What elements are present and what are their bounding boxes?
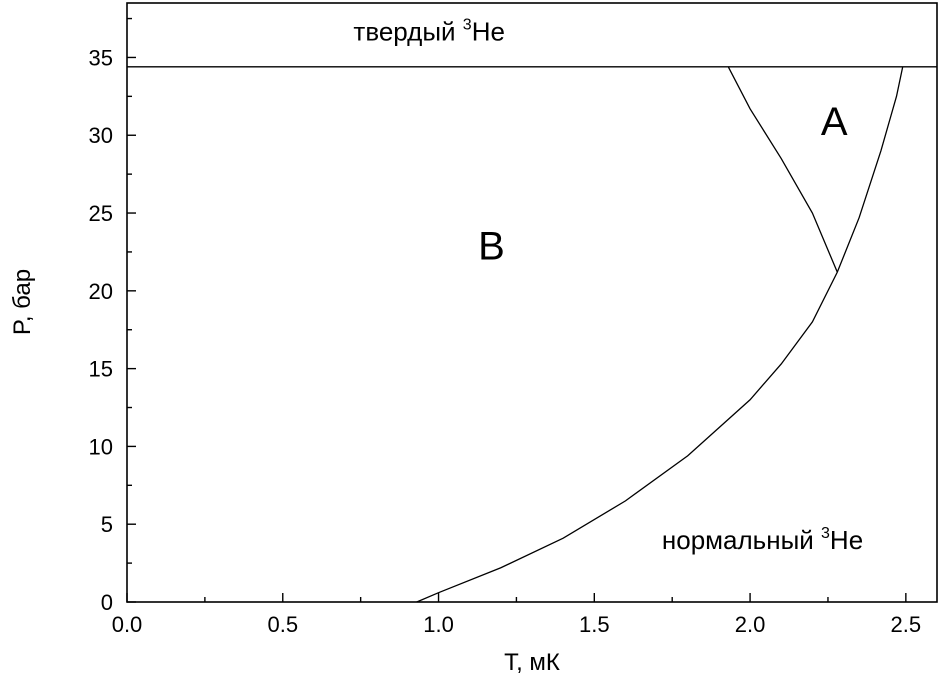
axis-ticks: 0.0 0.5 1.0 1.5 2.0 2.5 0 5 10 15 20 25 30 35 bbox=[89, 17, 922, 637]
x-tick-label: 1.5 bbox=[579, 612, 610, 637]
plot-frame bbox=[126, 2, 938, 603]
a-b-transition-line bbox=[727, 66, 838, 273]
y-tick-label: 10 bbox=[89, 434, 113, 459]
region-label: твердый 3He bbox=[353, 16, 505, 46]
x-tick-label: 1.0 bbox=[423, 612, 454, 637]
y-tick-label: 5 bbox=[101, 512, 113, 537]
x-tick-label: 0.0 bbox=[112, 612, 143, 637]
region-label: нормальный 3He bbox=[662, 525, 863, 555]
x-axis-title: T, мК bbox=[504, 649, 560, 676]
region-label: A bbox=[821, 100, 848, 144]
x-tick-label: 0.5 bbox=[267, 612, 298, 637]
phase-boundaries bbox=[127, 66, 937, 603]
y-axis-title: P, бар bbox=[9, 269, 36, 335]
y-tick-label: 15 bbox=[89, 357, 113, 382]
y-tick-label: 35 bbox=[89, 45, 113, 70]
y-tick-label: 20 bbox=[89, 279, 113, 304]
x-tick-label: 2.5 bbox=[891, 612, 922, 637]
x-tick-label: 2.0 bbox=[735, 612, 766, 637]
region-label: B bbox=[478, 225, 505, 269]
y-tick-label: 0 bbox=[101, 590, 113, 615]
y-tick-label: 25 bbox=[89, 201, 113, 226]
y-tick-label: 30 bbox=[89, 123, 113, 148]
normal-superfluid-boundary bbox=[416, 66, 904, 603]
